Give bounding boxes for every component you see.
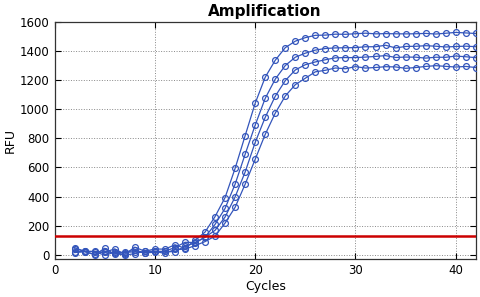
Y-axis label: RFU: RFU bbox=[4, 128, 17, 153]
Title: Amplification: Amplification bbox=[208, 4, 322, 19]
X-axis label: Cycles: Cycles bbox=[245, 280, 286, 293]
